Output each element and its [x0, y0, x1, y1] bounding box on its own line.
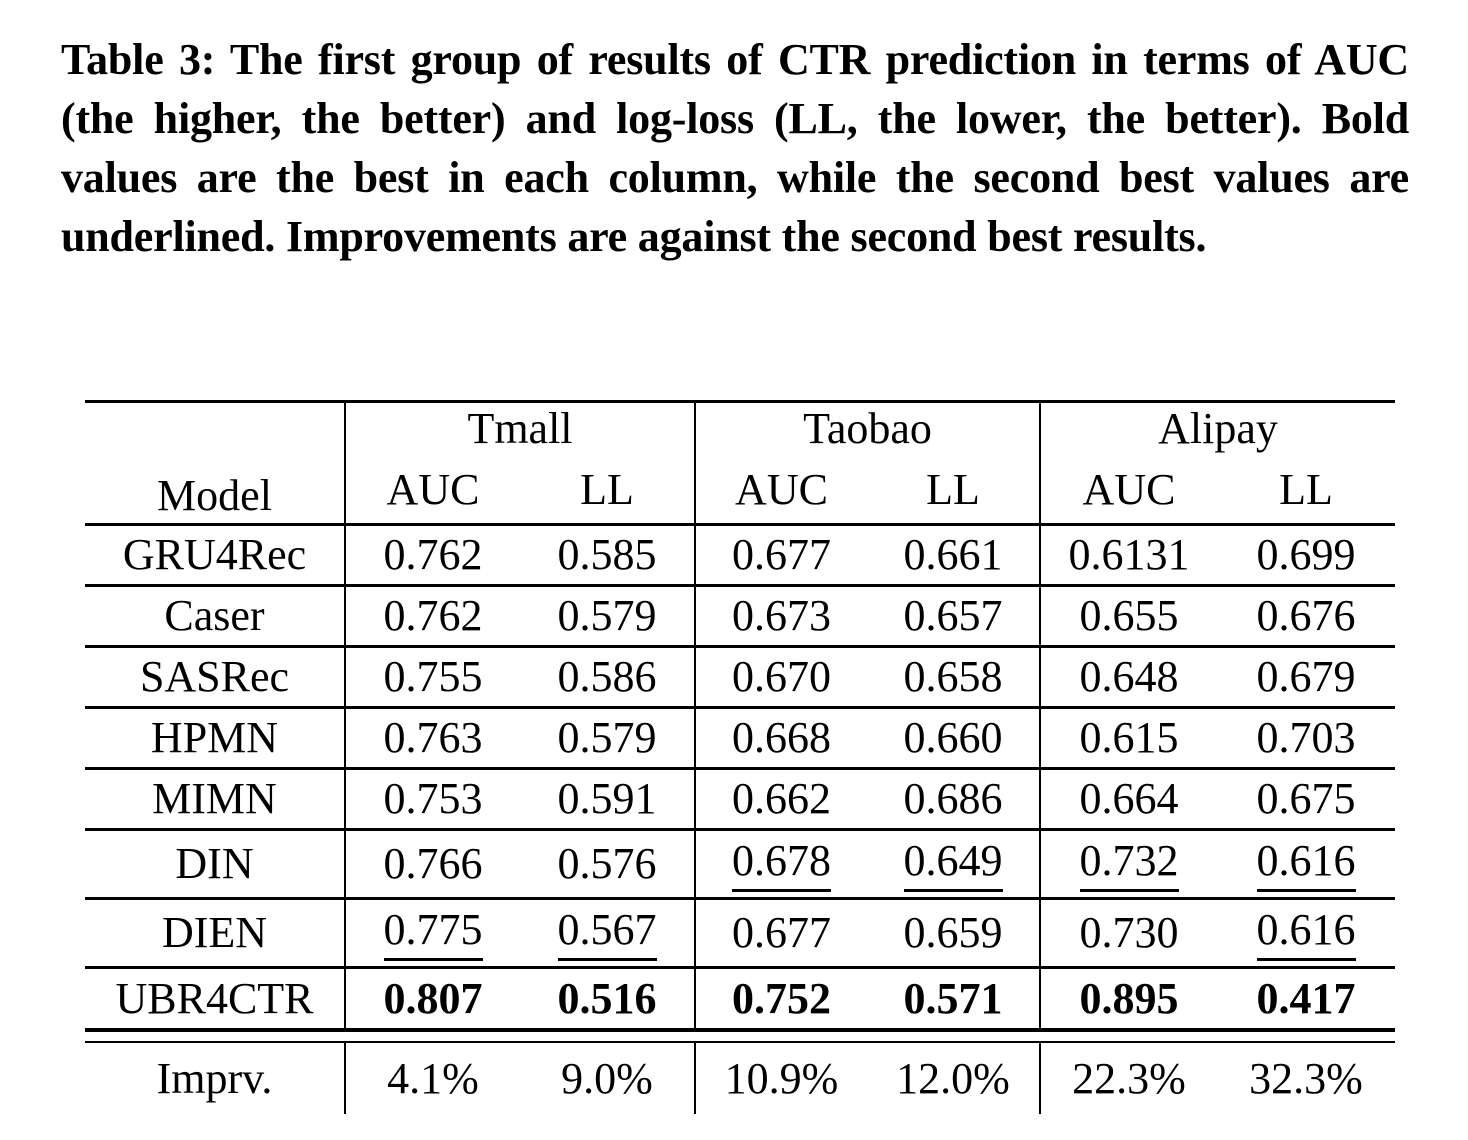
value-cell: 0.586: [520, 646, 695, 709]
value-cell: 0.675: [1217, 768, 1396, 831]
value-cell: 0.668: [694, 707, 867, 770]
value-cell: 0.585: [520, 524, 695, 587]
value-cell: 0.615: [1039, 707, 1217, 770]
value-cell: 0.766: [345, 829, 520, 900]
group-header-taobao: Taobao: [694, 401, 1040, 456]
model-name-cell: Caser: [85, 585, 346, 648]
value-cell: 0.677: [694, 898, 867, 969]
improvement-value-cell: 9.0%: [561, 1054, 653, 1103]
model-name-cell: GRU4Rec: [85, 524, 346, 587]
value-cell: 0.895: [1039, 967, 1217, 1032]
value-cell: 0.567: [520, 898, 695, 969]
metric-header-auc: AUC: [345, 456, 520, 526]
metric-header-ll: LL: [867, 456, 1040, 526]
value-cell: 0.591: [520, 768, 695, 831]
table-row: HPMN 0.763 0.579 0.668 0.660 0.615 0.703: [85, 707, 1396, 770]
value-cell: 0.579: [520, 707, 695, 770]
value-cell: 0.417: [1217, 967, 1396, 1032]
value-cell: 0.678: [694, 829, 867, 900]
value-cell: 0.807: [345, 967, 520, 1032]
value-cell: 0.677: [694, 524, 867, 587]
value-cell: 0.660: [867, 707, 1040, 770]
improvement-value-cell: 4.1%: [387, 1054, 479, 1103]
table-row: GRU4Rec 0.762 0.585 0.677 0.661 0.6131 0…: [85, 524, 1396, 587]
table-body: GRU4Rec 0.762 0.585 0.677 0.661 0.6131 0…: [85, 524, 1396, 1032]
value-cell: 0.679: [1217, 646, 1396, 709]
improvement-value-cell: 10.9%: [694, 1042, 867, 1114]
value-cell: 0.516: [520, 967, 695, 1032]
improvement-label-cell: Imprv.: [85, 1042, 346, 1114]
improvement-value-cell: 32.3%: [1249, 1054, 1363, 1103]
improvement-row: Imprv. 4.1% 9.0% 10.9% 12.0% 22.3% 32.3%: [85, 1042, 1395, 1114]
table-row: Caser 0.762 0.579 0.673 0.657 0.655 0.67…: [85, 585, 1396, 648]
model-name-cell: HPMN: [85, 707, 346, 770]
value-cell: 0.732: [1039, 829, 1217, 900]
value-cell: 0.649: [867, 829, 1040, 900]
value-cell: 0.762: [345, 524, 520, 587]
model-name-cell: DIEN: [85, 898, 346, 969]
value-cell: 0.661: [867, 524, 1040, 587]
table-header: Model Tmall Taobao Alipay AUC LL AUC LL …: [85, 401, 1396, 526]
model-name-cell: SASRec: [85, 646, 346, 709]
group-header-alipay: Alipay: [1038, 401, 1396, 456]
value-cell: 0.753: [345, 768, 520, 831]
value-cell: 0.755: [345, 646, 520, 709]
metric-header-auc: AUC: [1039, 456, 1217, 526]
value-cell: 0.616: [1217, 898, 1396, 969]
group-header-tmall: Tmall: [467, 404, 573, 453]
metric-header-auc: AUC: [694, 456, 867, 526]
table-row: DIN 0.766 0.576 0.678 0.649 0.732 0.616: [85, 829, 1396, 900]
value-cell: 0.571: [867, 967, 1040, 1032]
value-cell: 0.6131: [1039, 524, 1217, 587]
value-cell: 0.648: [1039, 646, 1217, 709]
table-caption: Table 3: The first group of results of C…: [61, 35, 1409, 261]
value-cell: 0.699: [1217, 524, 1396, 587]
value-cell: 0.579: [520, 585, 695, 648]
value-cell: 0.673: [694, 585, 867, 648]
metric-header-row: AUC LL AUC LL AUC LL: [85, 456, 1396, 526]
double-rule-gap: [85, 1030, 1396, 1043]
value-cell: 0.659: [867, 898, 1040, 969]
value-cell: 0.686: [867, 768, 1040, 831]
model-name-cell: MIMN: [85, 768, 346, 831]
column-header-model: Model: [85, 401, 346, 526]
model-name-cell: DIN: [85, 829, 346, 900]
double-rule-spacer: [85, 1030, 1396, 1043]
value-cell: 0.655: [1039, 585, 1217, 648]
value-cell: 0.703: [1217, 707, 1396, 770]
value-cell: 0.616: [1217, 829, 1396, 900]
metric-header-ll: LL: [1217, 456, 1396, 526]
value-cell: 0.657: [867, 585, 1040, 648]
table-row: DIEN 0.775 0.567 0.677 0.659 0.730 0.616: [85, 898, 1396, 969]
value-cell: 0.762: [345, 585, 520, 648]
value-cell: 0.658: [867, 646, 1040, 709]
improvement-value-cell: 12.0%: [896, 1054, 1010, 1103]
value-cell: 0.752: [694, 967, 867, 1032]
value-cell: 0.662: [694, 768, 867, 831]
value-cell: 0.676: [1217, 585, 1396, 648]
results-table: Model Tmall Taobao Alipay AUC LL AUC LL …: [85, 400, 1396, 1114]
table-row: MIMN 0.753 0.591 0.662 0.686 0.664 0.675: [85, 768, 1396, 831]
value-cell: 0.664: [1039, 768, 1217, 831]
value-cell: 0.730: [1039, 898, 1217, 969]
table-row: SASRec 0.755 0.586 0.670 0.658 0.648 0.6…: [85, 646, 1396, 709]
model-name-cell: UBR4CTR: [85, 967, 346, 1032]
improvement-value-cell: 22.3%: [1039, 1042, 1217, 1114]
table-row: UBR4CTR 0.807 0.516 0.752 0.571 0.895 0.…: [85, 967, 1396, 1032]
value-cell: 0.576: [520, 829, 695, 900]
value-cell: 0.775: [345, 898, 520, 969]
value-cell: 0.670: [694, 646, 867, 709]
metric-header-ll: LL: [520, 456, 695, 526]
value-cell: 0.763: [345, 707, 520, 770]
group-header-row: Model Tmall Taobao Alipay: [85, 401, 1396, 526]
improvement-section: Imprv. 4.1% 9.0% 10.9% 12.0% 22.3% 32.3%: [85, 1042, 1395, 1114]
